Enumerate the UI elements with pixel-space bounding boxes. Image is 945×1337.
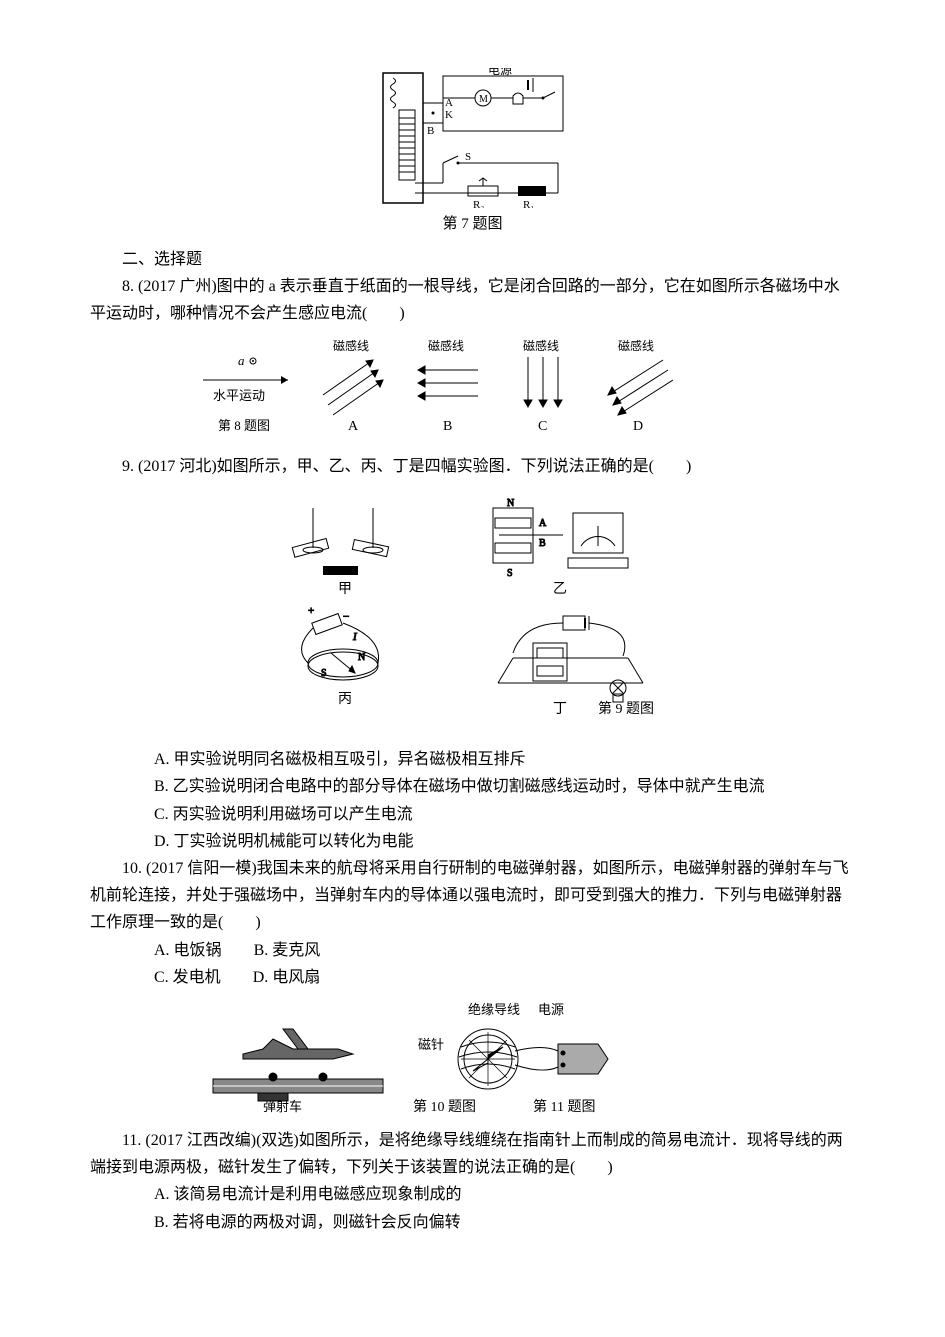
q11-optA: A. 该简易电流计是利用电磁感应现象制成的	[90, 1181, 855, 1208]
q9-optC: C. 丙实验说明利用磁场可以产生电流	[90, 801, 855, 828]
svg-text:电源: 电源	[488, 68, 512, 77]
svg-text:R₂: R₂	[473, 199, 484, 208]
svg-text:A: A	[539, 518, 547, 529]
svg-text:磁针: 磁针	[418, 1037, 444, 1052]
svg-text:a: a	[238, 353, 245, 368]
q9-optB: B. 乙实验说明闭合电路中的部分导体在磁场中做切割磁感线运动时，导体中就产生电流	[90, 773, 855, 800]
svg-text:丁: 丁	[553, 702, 567, 717]
q8-text: 8. (2017 广州)图中的 a 表示垂直于纸面的一根导线，它是闭合回路的一部…	[90, 273, 855, 327]
svg-text:磁感线: 磁感线	[523, 338, 559, 353]
svg-text:第 8 题图: 第 8 题图	[218, 418, 270, 433]
svg-text:D: D	[633, 419, 643, 434]
svg-text:第 11 题图: 第 11 题图	[533, 1098, 595, 1115]
svg-text:R₁: R₁	[523, 199, 534, 208]
svg-text:M: M	[479, 94, 488, 105]
svg-text:A: A	[348, 419, 359, 434]
q9-text: 9. (2017 河北)如图所示，甲、乙、丙、丁是四幅实验图．下列说法正确的是(…	[90, 453, 855, 480]
q9-figure: 甲 N S A B 乙 S N + −	[90, 488, 855, 738]
q9-optA: A. 甲实验说明同名磁极相互吸引，异名磁极相互排斥	[90, 746, 855, 773]
svg-text:弹射车: 弹射车	[263, 1099, 302, 1114]
svg-text:磁感线: 磁感线	[428, 338, 464, 353]
q7-figure: 电源 M A K B S R₂	[90, 68, 855, 238]
q9-svg: 甲 N S A B 乙 S N + −	[263, 488, 683, 738]
svg-text:磁感线: 磁感线	[618, 338, 654, 353]
q11-text: 11. (2017 江西改编)(双选)如图所示，是将绝缘导线缠绕在指南针上而制成…	[90, 1127, 855, 1181]
svg-text:第 9 题图: 第 9 题图	[598, 700, 654, 717]
svg-text:水平运动: 水平运动	[213, 388, 265, 403]
section-header: 二、选择题	[90, 246, 855, 273]
q9-optD: D. 丁实验说明机械能可以转化为电能	[90, 828, 855, 855]
q10-q11-figures: 弹射车 绝缘导线 电源 磁针 第 10 题图	[90, 999, 855, 1119]
svg-text:丙: 丙	[338, 692, 352, 707]
svg-text:K: K	[445, 109, 453, 121]
q10-text: 10. (2017 信阳一模)我国未来的航母将采用自行研制的电磁弹射器，如图所示…	[90, 855, 855, 937]
svg-text:磁感线: 磁感线	[333, 338, 369, 353]
svg-text:S: S	[465, 151, 471, 163]
q7-caption: 第 7 题图	[90, 212, 855, 238]
svg-text:B: B	[539, 538, 546, 549]
svg-text:N: N	[507, 498, 514, 509]
svg-text:B: B	[427, 125, 434, 137]
svg-text:甲: 甲	[338, 582, 352, 597]
q8-figure: a 水平运动 第 8 题图 磁感线 A 磁感线 B 磁感线 C	[90, 335, 855, 445]
svg-text:S: S	[321, 668, 327, 679]
svg-text:B: B	[443, 419, 452, 434]
svg-text:第 10 题图: 第 10 题图	[413, 1098, 476, 1115]
svg-text:乙: 乙	[553, 581, 567, 597]
svg-text:A: A	[445, 97, 453, 109]
svg-text:C: C	[538, 419, 547, 434]
svg-text:S: S	[507, 568, 513, 579]
svg-text:N: N	[358, 652, 365, 663]
q10-11-svg: 弹射车 绝缘导线 电源 磁针 第 10 题图	[203, 999, 743, 1119]
q7-circuit-svg: 电源 M A K B S R₂	[373, 68, 573, 208]
svg-text:−: −	[343, 611, 349, 623]
svg-text:绝缘导线: 绝缘导线	[468, 1002, 520, 1017]
q10-optCD: C. 发电机 D. 电风扇	[90, 964, 855, 991]
svg-text:电源: 电源	[538, 1002, 564, 1017]
q8-svg: a 水平运动 第 8 题图 磁感线 A 磁感线 B 磁感线 C	[193, 335, 753, 445]
q10-optAB: A. 电饭锅 B. 麦克风	[90, 937, 855, 964]
svg-text:I: I	[352, 631, 358, 643]
q11-optB: B. 若将电源的两极对调，则磁针会反向偏转	[90, 1209, 855, 1236]
svg-text:+: +	[308, 605, 314, 617]
